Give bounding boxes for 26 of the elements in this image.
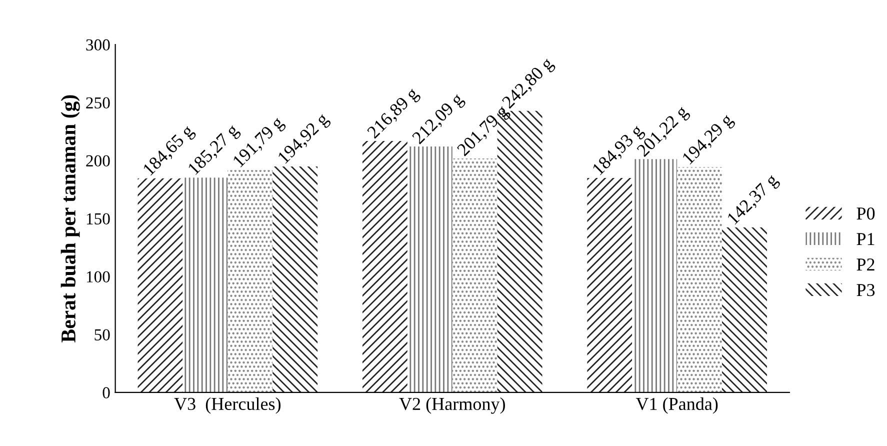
x-tick-label: V1 (Panda): [636, 397, 718, 414]
legend-label: P2: [856, 258, 874, 270]
bar: [407, 146, 452, 392]
bar: [228, 170, 273, 392]
bar: [722, 227, 767, 392]
bar: [138, 178, 183, 392]
bar: [272, 166, 318, 392]
x-tick-label: V3 (Hercules): [174, 397, 281, 414]
legend-label: P1: [856, 233, 874, 245]
y-tick-label: 100: [86, 271, 110, 282]
y-tick-label: 50: [94, 329, 110, 340]
bar: [677, 167, 722, 392]
bar: [632, 159, 678, 392]
y-tick-label: 0: [102, 387, 110, 398]
bar: [452, 158, 498, 392]
bar: [362, 140, 408, 392]
bar: [587, 178, 632, 392]
bar: [182, 178, 228, 392]
y-tick-label: 200: [86, 155, 110, 167]
legend-label: P0: [856, 207, 875, 220]
x-tick-label: V2 (Harmony): [399, 397, 505, 414]
y-tick-label: 300: [86, 39, 110, 51]
y-tick-label: 150: [86, 213, 110, 224]
legend-label: P3: [856, 284, 875, 296]
y-axis-title: Berat buah per tanaman (g): [60, 95, 80, 342]
y-tick-label: 250: [86, 97, 110, 109]
